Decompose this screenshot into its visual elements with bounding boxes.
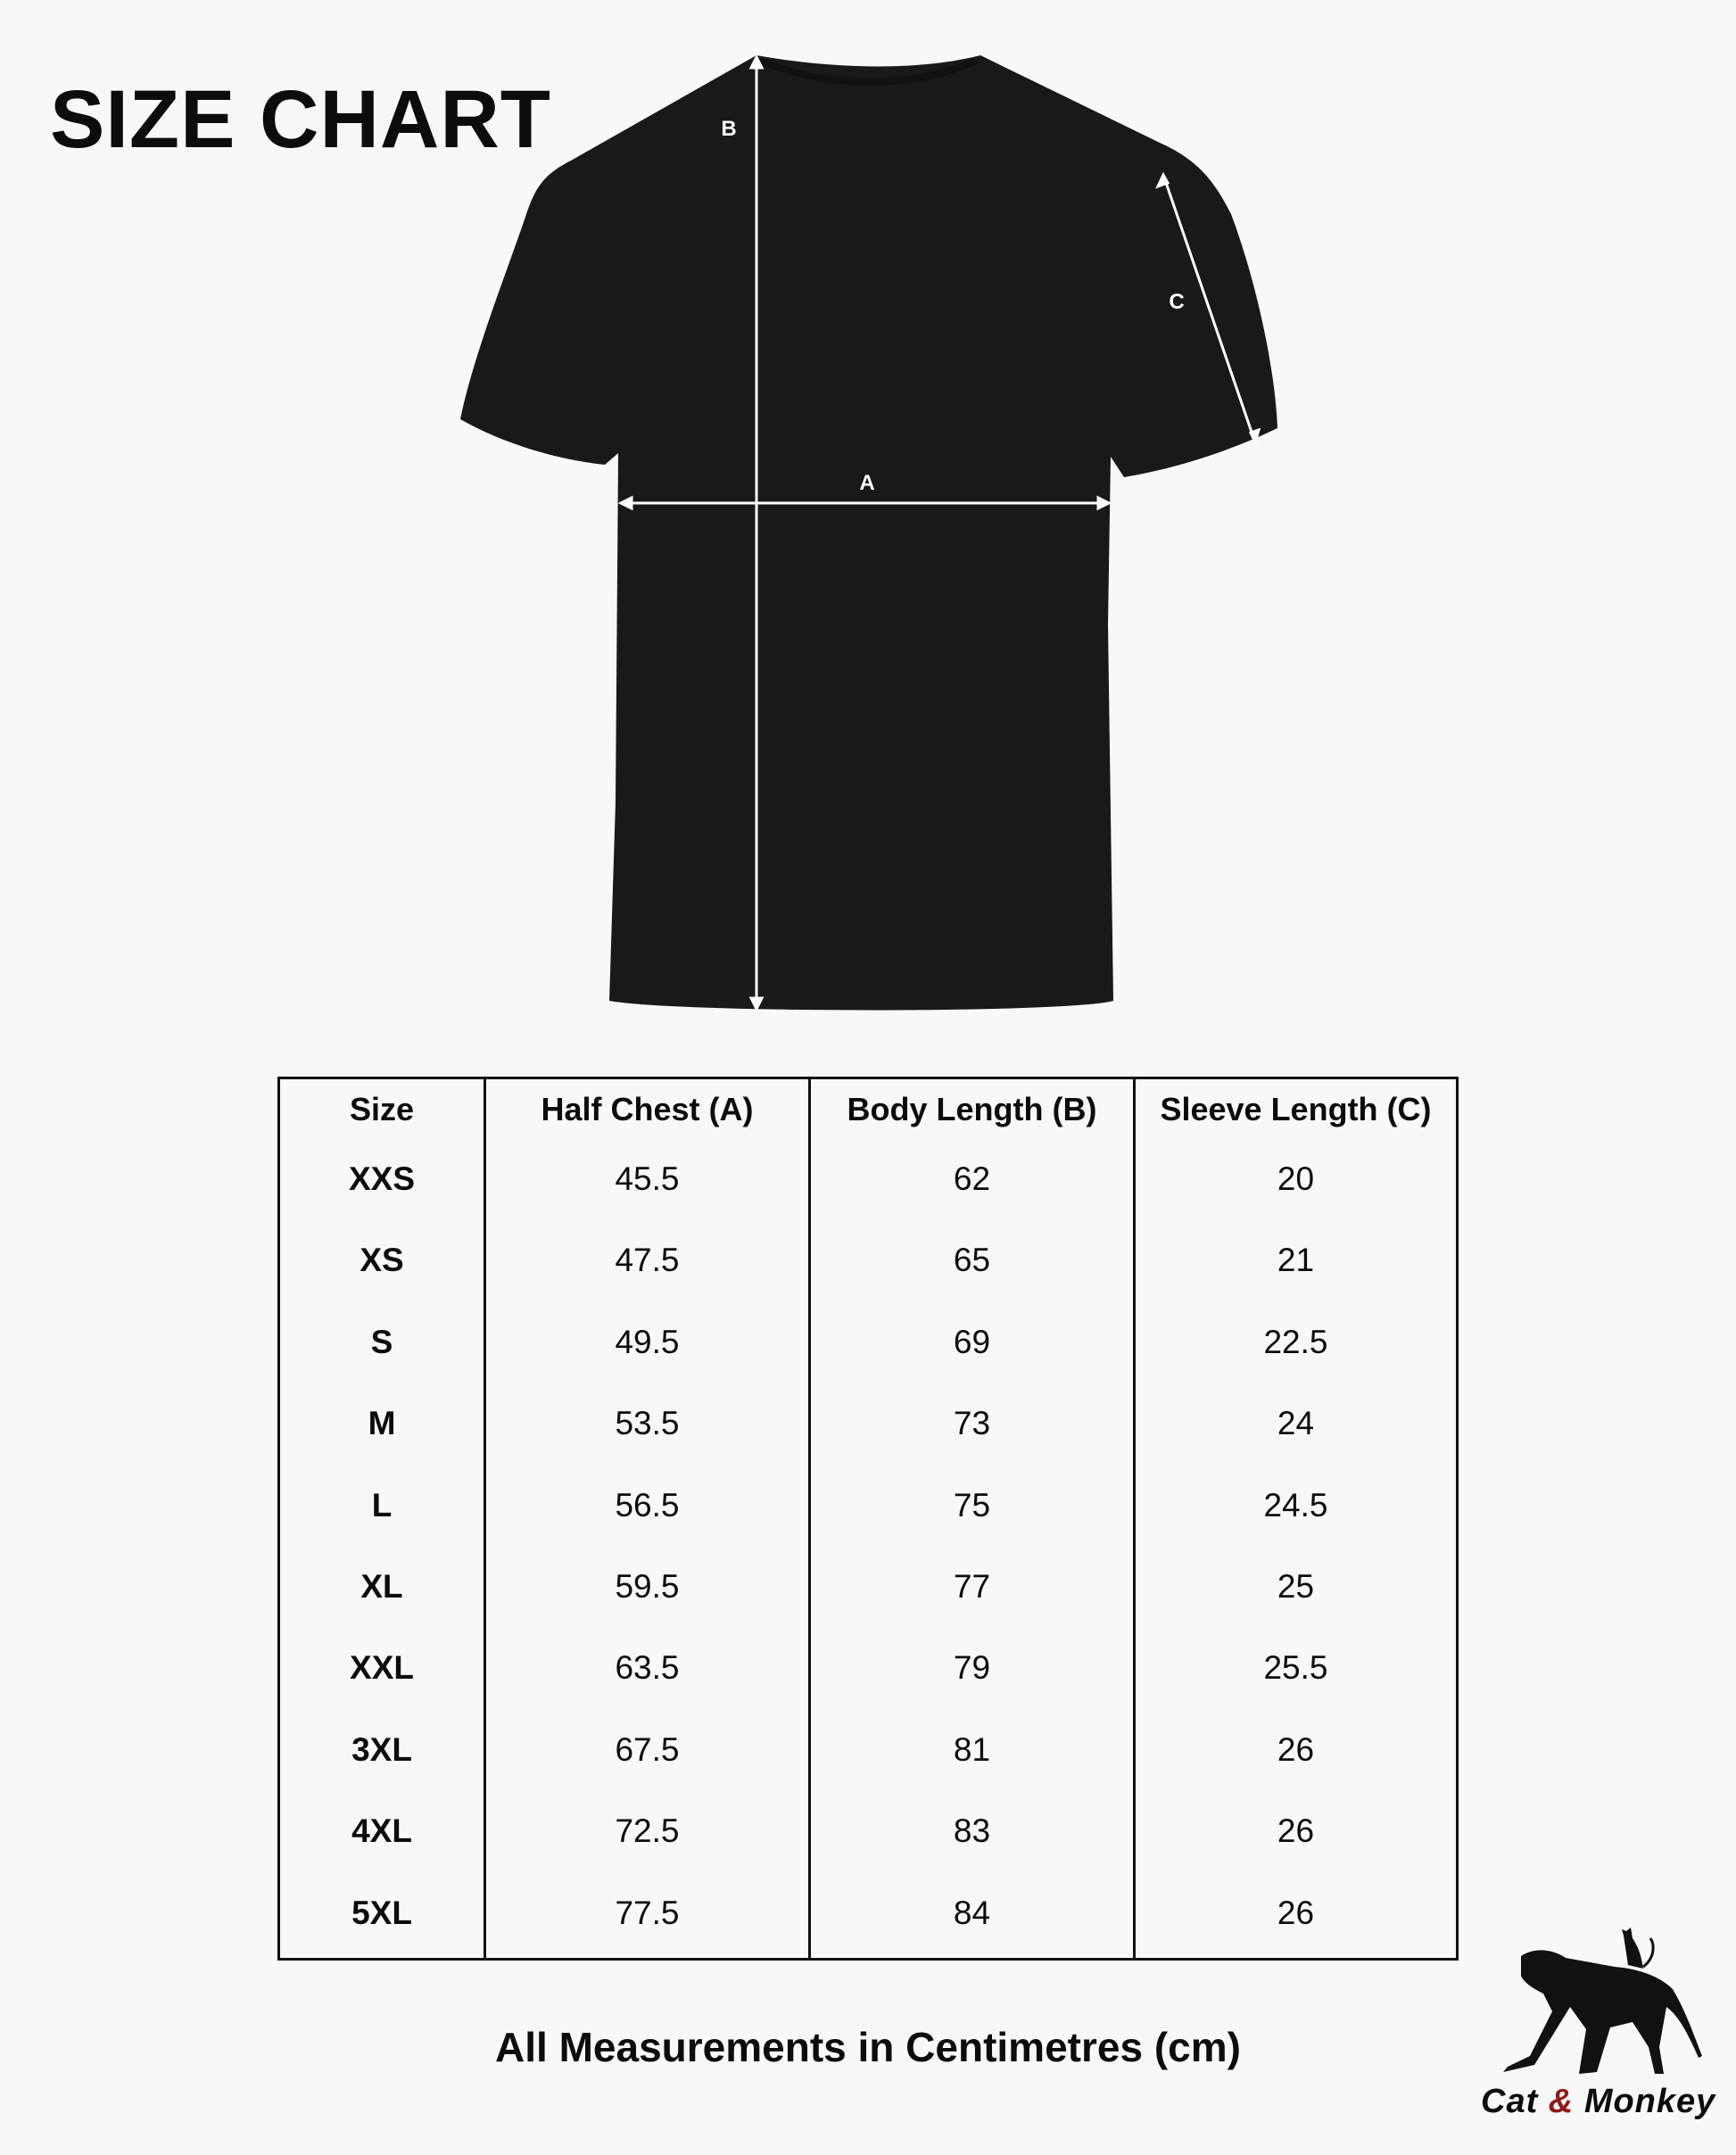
cell-half-chest: 47.5 <box>615 1242 680 1279</box>
cell-size: 3XL <box>351 1730 412 1768</box>
cell-sleeve-length: 20 <box>1277 1160 1315 1197</box>
cell-half-chest: 63.5 <box>615 1649 680 1687</box>
cell-body-length: 81 <box>953 1730 991 1768</box>
size-column: Size XXS XS S M L XL XXL 3XL 4XL 5XL <box>280 1079 486 1958</box>
logo-ampersand: & <box>1548 2083 1575 2120</box>
sleeve-length-column: Sleeve Length (C) 20 21 22.5 24 24.5 25 … <box>1136 1079 1456 1958</box>
label-b: B <box>721 117 736 141</box>
cell-size: XXS <box>348 1160 416 1197</box>
units-note: All Measurements in Centimetres (cm) <box>495 2024 1241 2070</box>
cell-body-length: 73 <box>953 1405 991 1442</box>
sleeve-length-arrow <box>1161 174 1257 443</box>
cell-body-length: 77 <box>953 1567 991 1605</box>
cell-size: 5XL <box>351 1894 412 1931</box>
cell-half-chest: 45.5 <box>615 1160 680 1197</box>
tshirt-silhouette <box>460 55 1277 1011</box>
cell-half-chest: 72.5 <box>615 1812 680 1850</box>
cell-sleeve-length: 26 <box>1277 1812 1315 1850</box>
cell-sleeve-length: 24.5 <box>1263 1486 1328 1523</box>
cell-sleeve-length: 25 <box>1277 1567 1315 1605</box>
cell-sleeve-length: 25.5 <box>1263 1649 1328 1687</box>
tshirt-collar <box>758 57 979 86</box>
cell-body-length: 65 <box>953 1242 991 1279</box>
cell-half-chest: 59.5 <box>615 1567 680 1605</box>
cell-sleeve-length: 22.5 <box>1263 1323 1328 1360</box>
cell-size: L <box>371 1486 393 1523</box>
label-c: C <box>1169 290 1184 314</box>
logo-wordmark: Cat & Monkey <box>1481 2083 1716 2121</box>
header-sleeve-length: Sleeve Length (C) <box>1160 1091 1432 1127</box>
cell-size: M <box>368 1405 396 1442</box>
cell-half-chest: 53.5 <box>615 1405 680 1442</box>
cell-size: XXL <box>350 1649 414 1687</box>
body-length-column: Body Length (B) 62 65 69 73 75 77 79 81 … <box>811 1079 1136 1958</box>
page-title: SIZE CHART <box>50 74 551 165</box>
cell-body-length: 69 <box>953 1323 991 1360</box>
cell-body-length: 79 <box>953 1649 991 1687</box>
cell-half-chest: 67.5 <box>615 1730 680 1768</box>
header-body-length: Body Length (B) <box>847 1091 1097 1127</box>
tshirt-diagram: B A C <box>460 54 1277 1012</box>
label-a: A <box>859 471 874 495</box>
header-half-chest: Half Chest (A) <box>541 1091 754 1127</box>
logo-word-cat: Cat <box>1481 2083 1539 2120</box>
cell-half-chest: 77.5 <box>615 1894 680 1931</box>
brand-logo: Cat & Monkey <box>1481 1922 1716 2127</box>
cell-body-length: 84 <box>953 1894 991 1931</box>
size-table: Size XXS XS S M L XL XXL 3XL 4XL 5XL Hal… <box>277 1077 1459 1961</box>
cell-half-chest: 56.5 <box>615 1486 680 1523</box>
cell-body-length: 62 <box>953 1160 991 1197</box>
cell-size: 4XL <box>351 1812 412 1850</box>
cell-body-length: 75 <box>953 1486 991 1523</box>
monkey-cat-icon <box>1503 1928 1702 2074</box>
half-chest-column: Half Chest (A) 45.5 47.5 49.5 53.5 56.5 … <box>486 1079 811 1958</box>
header-size: Size <box>349 1091 415 1127</box>
cell-sleeve-length: 21 <box>1277 1242 1315 1279</box>
cell-size: XS <box>360 1242 404 1279</box>
cell-sleeve-length: 26 <box>1277 1894 1315 1931</box>
cell-sleeve-length: 26 <box>1277 1730 1315 1768</box>
logo-word-monkey: Monkey <box>1583 2083 1716 2120</box>
cell-half-chest: 49.5 <box>615 1323 680 1360</box>
cell-size: XL <box>360 1567 403 1605</box>
cell-size: S <box>370 1323 393 1360</box>
cell-body-length: 83 <box>953 1812 991 1850</box>
cell-sleeve-length: 24 <box>1277 1405 1315 1442</box>
